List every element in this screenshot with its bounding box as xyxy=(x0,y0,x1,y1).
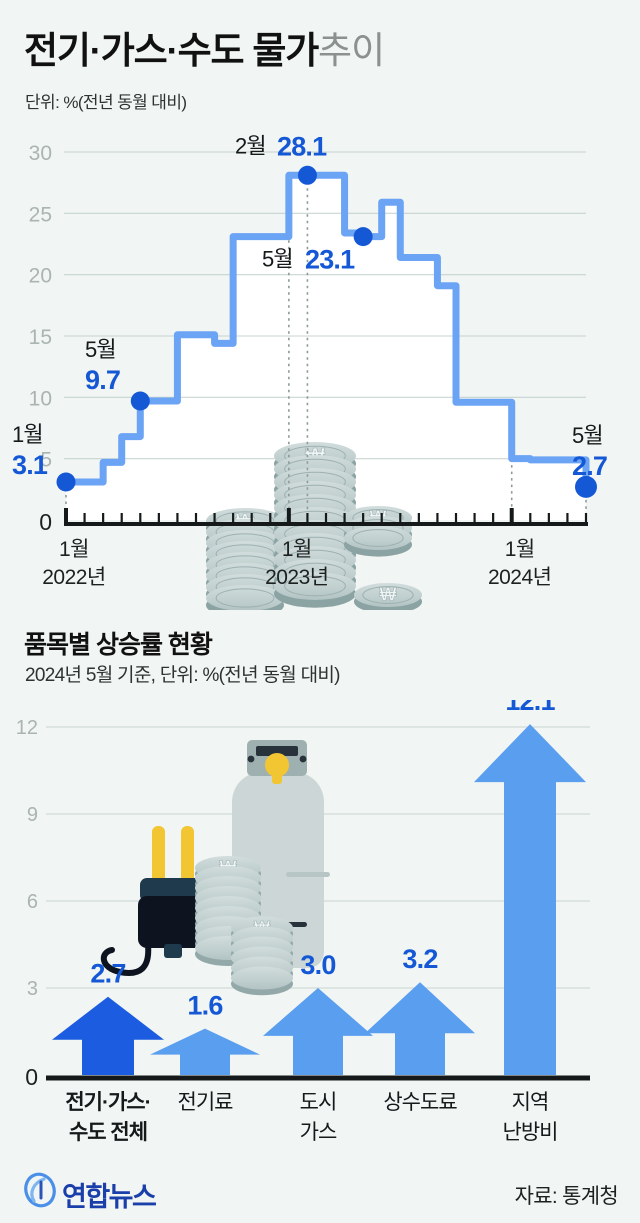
footer-brand: 연합뉴스 xyxy=(62,1182,157,1212)
bar-arrow xyxy=(365,982,475,1075)
svg-text:12: 12 xyxy=(16,717,38,739)
svg-text:0: 0 xyxy=(39,509,52,535)
svg-text:2024년: 2024년 xyxy=(488,566,552,589)
svg-text:3.2: 3.2 xyxy=(402,944,437,974)
bar-arrow xyxy=(474,724,586,1075)
svg-text:10: 10 xyxy=(29,387,52,410)
svg-text:5월: 5월 xyxy=(572,423,603,448)
bar-arrow xyxy=(52,996,164,1075)
svg-text:지역: 지역 xyxy=(512,1091,549,1114)
svg-text:1월: 1월 xyxy=(59,538,89,561)
svg-text:5: 5 xyxy=(40,449,52,472)
svg-text:전기료: 전기료 xyxy=(178,1091,234,1114)
bar-arrow xyxy=(150,1028,260,1075)
svg-text:23.1: 23.1 xyxy=(305,245,355,275)
svg-text:12.1: 12.1 xyxy=(505,700,555,716)
svg-text:9.7: 9.7 xyxy=(85,365,120,395)
bar-chart-subtitle: 2024년 5월 기준, 단위: %(전년 동월 대비) xyxy=(25,665,340,686)
svg-text:25: 25 xyxy=(29,203,52,226)
svg-text:1.6: 1.6 xyxy=(187,991,223,1021)
svg-text:5월: 5월 xyxy=(262,247,293,272)
line-chart-x-labels: 1월 2022년 1월 2023년 1월 2024년 xyxy=(42,538,552,589)
line-chart-markers xyxy=(56,165,597,498)
svg-text:20: 20 xyxy=(29,265,52,288)
svg-text:전기·가스·: 전기·가스· xyxy=(65,1091,150,1114)
svg-text:2.7: 2.7 xyxy=(90,959,125,989)
line-chart-x-axis xyxy=(64,508,588,526)
plug-gas-coins-illustration: ₩₩ xyxy=(100,740,330,996)
yonhap-logo-icon xyxy=(24,1172,56,1208)
svg-text:0: 0 xyxy=(25,1064,38,1090)
svg-text:5월: 5월 xyxy=(85,337,116,362)
line-chart-annotations: 1월 3.1 5월 9.7 2월 28.1 5월 23.1 5월 2.7 xyxy=(12,131,608,481)
svg-text:9: 9 xyxy=(27,804,38,826)
svg-text:3: 3 xyxy=(27,978,38,1000)
svg-text:2.7: 2.7 xyxy=(572,451,607,481)
svg-text:2023년: 2023년 xyxy=(265,566,329,589)
svg-text:15: 15 xyxy=(29,326,52,349)
line-chart-gridlines xyxy=(64,151,586,460)
bar-arrow xyxy=(263,988,373,1075)
line-chart-area-fill xyxy=(66,175,586,520)
svg-text:1월: 1월 xyxy=(282,538,312,561)
page-title-suffix: 추이 xyxy=(318,30,385,71)
svg-text:가스: 가스 xyxy=(300,1121,337,1144)
bar-chart-title: 품목별 상승률 현황 xyxy=(24,631,213,659)
svg-text:수도 전체: 수도 전체 xyxy=(69,1121,147,1144)
footer-source: 자료: 통계청 xyxy=(514,1185,619,1208)
svg-text:난방비: 난방비 xyxy=(503,1121,558,1144)
svg-text:2월: 2월 xyxy=(235,133,266,158)
page-title: 전기·가스·수도 물가추이 xyxy=(24,20,385,74)
svg-text:상수도료: 상수도료 xyxy=(383,1091,457,1114)
bar-chart-arrows xyxy=(52,724,586,1075)
page-subtitle: 단위: %(전년 동월 대비) xyxy=(25,93,187,112)
svg-text:3.0: 3.0 xyxy=(300,950,335,980)
svg-text:₩: ₩ xyxy=(380,584,397,604)
bar-chart-y-axis: 0 3 6 9 12 xyxy=(16,717,38,1090)
svg-text:1월: 1월 xyxy=(12,422,43,447)
svg-text:2022년: 2022년 xyxy=(42,566,106,589)
svg-text:도시: 도시 xyxy=(300,1091,337,1114)
svg-text:1월: 1월 xyxy=(505,538,535,561)
line-chart-y-axis: 0 5 10 15 20 25 30 xyxy=(29,142,52,535)
page-title-main: 전기·가스·수도 물가 xyxy=(24,30,319,71)
svg-text:6: 6 xyxy=(27,891,38,913)
svg-text:3.1: 3.1 xyxy=(12,450,48,480)
won-coin-illustration: ₩₩₩₩ xyxy=(206,442,422,610)
svg-text:28.1: 28.1 xyxy=(277,131,327,161)
svg-text:30: 30 xyxy=(29,142,52,165)
